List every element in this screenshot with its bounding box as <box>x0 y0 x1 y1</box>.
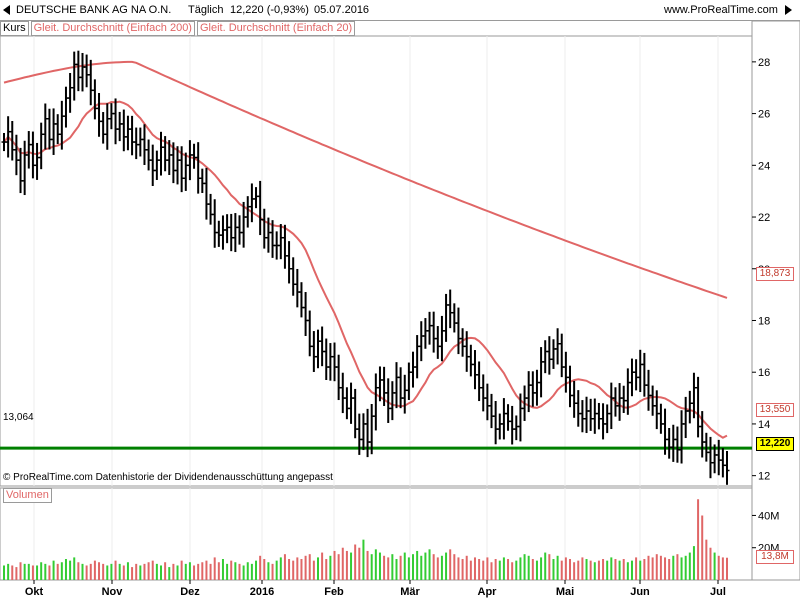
x-tick-label: Apr <box>478 586 498 598</box>
ma20-value-tag: 13,550 <box>756 403 794 417</box>
ma200-line <box>3 60 728 299</box>
title-bar: DEUTSCHE BANK AG NA O.N. Täglich 12,220 … <box>0 0 800 20</box>
scroll-right-icon[interactable] <box>785 5 792 15</box>
legend-ma200[interactable]: Gleit. Durchschnitt (Einfach 200) <box>30 21 195 36</box>
price-axis <box>751 20 800 581</box>
x-tick-label: Mär <box>400 586 420 598</box>
x-tick-label: Okt <box>25 586 44 598</box>
volume-value-tag: 13,8M <box>756 550 794 564</box>
interval-label: Täglich <box>188 4 224 16</box>
x-tick-label: Nov <box>102 586 124 598</box>
y-tick-label: 24 <box>758 160 770 172</box>
legend: Kurs Gleit. Durchschnitt (Einfach 200) G… <box>0 21 357 36</box>
legend-ma20[interactable]: Gleit. Durchschnitt (Einfach 20) <box>196 21 356 36</box>
x-tick-label: Jul <box>710 586 726 598</box>
ma20-line <box>3 100 728 439</box>
x-tick-label: Mai <box>556 586 574 598</box>
x-tick-label: Dez <box>180 586 200 598</box>
vol-y-tick-label: 40M <box>758 510 779 522</box>
copyright-note: © ProRealTime.com Datenhistorie der Divi… <box>3 472 333 483</box>
y-tick-label: 12 <box>758 471 770 483</box>
y-tick-label: 26 <box>758 109 770 121</box>
last-price-tag: 12,220 <box>756 437 794 451</box>
source-label: www.ProRealTime.com <box>664 4 778 16</box>
legend-kurs[interactable]: Kurs <box>0 21 29 36</box>
date-label: 05.07.2016 <box>314 4 370 16</box>
x-tick-label: 2016 <box>250 586 274 598</box>
divider <box>0 20 800 21</box>
y-tick-label: 16 <box>758 367 770 379</box>
y-tick-label: 22 <box>758 212 770 224</box>
last-change: 12,220 (-0,93%) <box>230 4 309 16</box>
x-tick-label: Feb <box>324 586 344 598</box>
x-tick-label: Jun <box>630 586 650 598</box>
y-tick-label: 28 <box>758 57 770 69</box>
y-tick-label: 18 <box>758 315 770 327</box>
scroll-left-icon[interactable] <box>3 5 10 15</box>
instrument-title: DEUTSCHE BANK AG NA O.N. <box>16 4 172 16</box>
y-tick-label: 14 <box>758 419 770 431</box>
support-line-label: 13,064 <box>3 412 34 423</box>
ma200-value-tag: 18,873 <box>756 267 794 281</box>
volume-panel-title: Volumen <box>3 488 52 503</box>
